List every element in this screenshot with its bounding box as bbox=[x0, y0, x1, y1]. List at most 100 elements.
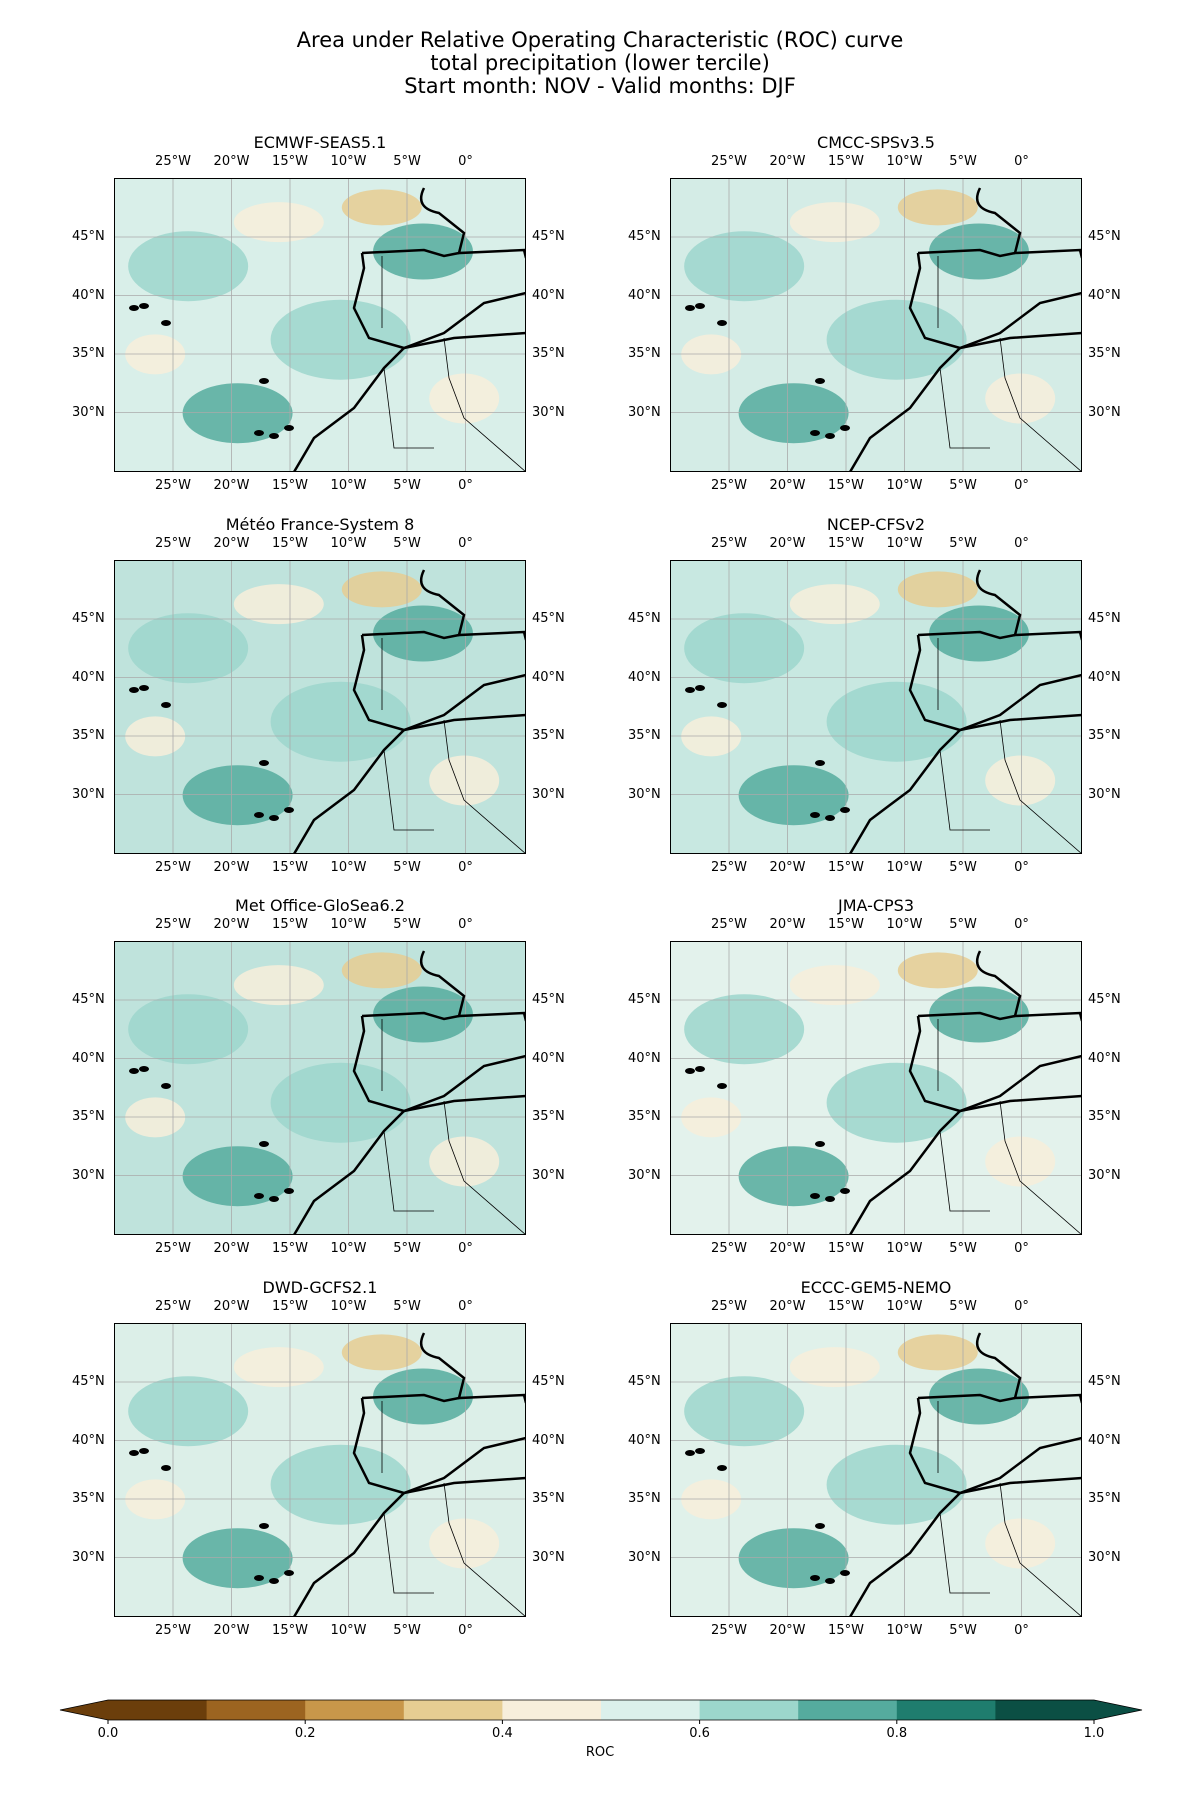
island bbox=[254, 812, 264, 818]
roc-contour bbox=[897, 189, 978, 226]
coastline bbox=[292, 1492, 405, 1617]
lat-tick-label: 45°N bbox=[532, 1374, 565, 1389]
lon-tick-label: 10°W bbox=[330, 860, 367, 875]
lon-tick-label: 10°W bbox=[330, 478, 367, 493]
map-frame bbox=[114, 560, 526, 854]
country-border bbox=[999, 1100, 1082, 1235]
lat-tick-label: 40°N bbox=[628, 1432, 661, 1448]
lon-tick-label: 5°W bbox=[949, 478, 977, 493]
lon-tick-label: 20°W bbox=[769, 860, 806, 875]
island bbox=[284, 807, 294, 813]
lon-tick-label: 5°W bbox=[949, 1241, 977, 1256]
island bbox=[685, 1450, 695, 1456]
lon-tick-label: 0° bbox=[458, 1241, 473, 1256]
island bbox=[269, 1196, 279, 1202]
colorbar-extend-high bbox=[1094, 1700, 1142, 1720]
island bbox=[139, 1448, 149, 1454]
roc-contour bbox=[341, 952, 422, 989]
roc-contour bbox=[373, 1368, 473, 1425]
island bbox=[269, 815, 279, 821]
roc-contour bbox=[789, 1347, 880, 1388]
roc-contour bbox=[429, 1136, 500, 1187]
lon-tick-label: 25°W bbox=[155, 1299, 191, 1314]
lon-tick-label: 5°W bbox=[949, 860, 977, 875]
roc-contour bbox=[738, 383, 849, 444]
coastline bbox=[352, 1397, 526, 1495]
lon-tick-label: 10°W bbox=[886, 1241, 923, 1256]
country-border bbox=[383, 367, 434, 449]
lon-tick-label: 10°W bbox=[330, 536, 367, 551]
island bbox=[269, 1578, 279, 1584]
lat-tick-label: 40°N bbox=[628, 287, 661, 303]
roc-contour bbox=[233, 202, 324, 243]
coastline bbox=[403, 331, 526, 350]
map-frame bbox=[670, 941, 1082, 1235]
coastline bbox=[352, 252, 526, 350]
lat-tick-label: 35°N bbox=[1088, 1109, 1121, 1124]
lon-tick-label: 20°W bbox=[213, 1241, 250, 1256]
island bbox=[259, 1523, 269, 1529]
lon-tick-label: 15°W bbox=[272, 1299, 308, 1314]
lon-tick-label: 25°W bbox=[155, 917, 191, 932]
lon-tick-label: 25°W bbox=[711, 860, 747, 875]
colorbar-bin bbox=[403, 1700, 503, 1720]
lat-tick-label: 30°N bbox=[628, 1167, 661, 1183]
lon-tick-label: 25°W bbox=[711, 154, 747, 169]
island bbox=[139, 685, 149, 691]
island bbox=[284, 425, 294, 431]
lat-tick-label: 30°N bbox=[532, 404, 565, 420]
lat-tick-label: 40°N bbox=[72, 1432, 105, 1448]
coastline bbox=[848, 1110, 961, 1235]
map-panel bbox=[114, 560, 526, 854]
roc-contour bbox=[233, 584, 324, 625]
coastline bbox=[975, 569, 1082, 641]
lat-tick-label: 30°N bbox=[72, 786, 105, 802]
lon-tick-label: 0° bbox=[1014, 536, 1029, 551]
island bbox=[161, 1083, 171, 1089]
country-border bbox=[443, 1482, 526, 1617]
lon-tick-label: 5°W bbox=[949, 154, 977, 169]
lat-tick-label: 30°N bbox=[628, 1549, 661, 1565]
roc-contour bbox=[738, 1146, 849, 1207]
panel-title: CMCC-SPSv3.5 bbox=[817, 133, 935, 152]
lon-tick-label: 20°W bbox=[213, 1623, 250, 1638]
lat-tick-label: 45°N bbox=[1088, 992, 1121, 1007]
island bbox=[284, 1570, 294, 1576]
roc-contour bbox=[826, 681, 967, 762]
map-panel bbox=[114, 178, 526, 472]
island bbox=[810, 430, 820, 436]
map-frame bbox=[670, 1323, 1082, 1617]
lon-tick-label: 0° bbox=[458, 536, 473, 551]
lat-tick-label: 35°N bbox=[1088, 346, 1121, 361]
lon-tick-label: 25°W bbox=[711, 1241, 747, 1256]
lat-tick-label: 35°N bbox=[72, 1109, 105, 1124]
island bbox=[717, 702, 727, 708]
lat-tick-label: 45°N bbox=[1088, 229, 1121, 244]
roc-contour bbox=[270, 681, 411, 762]
lon-tick-label: 10°W bbox=[886, 478, 923, 493]
island bbox=[685, 687, 695, 693]
panel-title: ECMWF-SEAS5.1 bbox=[253, 133, 387, 152]
roc-contour bbox=[429, 373, 500, 424]
roc-contour bbox=[985, 1518, 1056, 1569]
lat-tick-label: 35°N bbox=[72, 1491, 105, 1506]
roc-contour bbox=[929, 986, 1029, 1043]
island bbox=[129, 305, 139, 311]
lon-tick-label: 0° bbox=[458, 1299, 473, 1314]
lon-tick-label: 25°W bbox=[155, 1241, 191, 1256]
lat-tick-label: 45°N bbox=[532, 992, 565, 1007]
lon-tick-label: 10°W bbox=[886, 536, 923, 551]
roc-contour bbox=[341, 571, 422, 608]
map-frame bbox=[114, 941, 526, 1235]
lon-tick-label: 5°W bbox=[393, 860, 421, 875]
lon-tick-label: 20°W bbox=[213, 154, 250, 169]
lon-tick-label: 20°W bbox=[213, 478, 250, 493]
coastline bbox=[975, 187, 1082, 259]
lat-tick-label: 30°N bbox=[1088, 786, 1121, 802]
coastline bbox=[975, 950, 1082, 1022]
lon-tick-label: 0° bbox=[458, 478, 473, 493]
country-border bbox=[939, 1512, 990, 1594]
lat-tick-label: 40°N bbox=[628, 669, 661, 685]
lon-tick-label: 10°W bbox=[886, 917, 923, 932]
roc-contour bbox=[233, 965, 324, 1006]
